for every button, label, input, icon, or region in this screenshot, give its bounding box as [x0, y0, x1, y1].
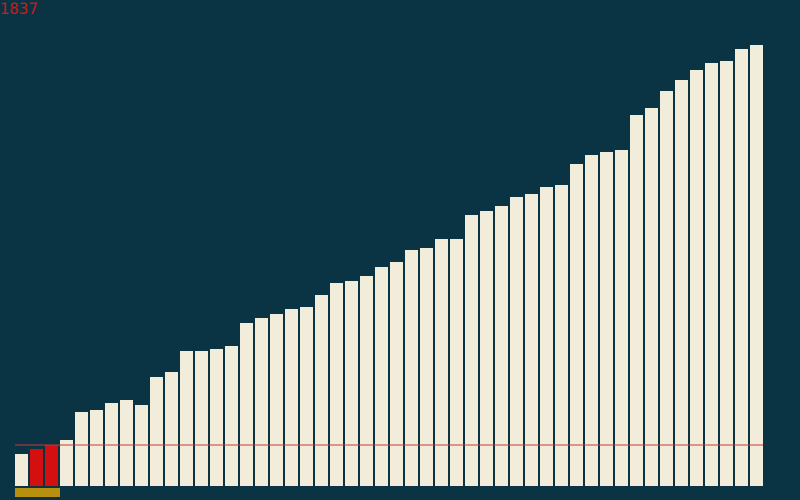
bar	[750, 45, 763, 486]
bar	[150, 377, 163, 486]
range-marker	[15, 488, 60, 497]
bar	[225, 346, 238, 486]
bar	[240, 323, 253, 486]
bar	[345, 281, 358, 486]
bar	[570, 164, 583, 486]
bar	[255, 318, 268, 486]
bar	[540, 187, 553, 486]
bar	[300, 307, 313, 486]
bar	[630, 115, 643, 486]
bar	[285, 309, 298, 486]
bar	[510, 197, 523, 486]
bar	[360, 276, 373, 486]
bar	[675, 80, 688, 486]
bar	[480, 211, 493, 486]
bar	[465, 215, 478, 486]
bar	[450, 239, 463, 486]
bar	[120, 400, 133, 486]
bar	[720, 61, 733, 486]
bar	[180, 351, 193, 486]
bar	[600, 152, 613, 486]
bar	[645, 108, 658, 486]
bar	[705, 63, 718, 486]
bar	[60, 440, 73, 486]
bar	[330, 283, 343, 486]
bar	[375, 267, 388, 486]
bar	[15, 454, 28, 486]
bar	[435, 239, 448, 486]
bar	[690, 70, 703, 486]
bar	[390, 262, 403, 486]
bar	[555, 185, 568, 486]
bar	[585, 155, 598, 486]
bar	[525, 194, 538, 486]
bar	[75, 412, 88, 486]
step-counter: 1837	[0, 0, 39, 18]
bar	[90, 410, 103, 486]
bar-highlighted	[30, 449, 43, 486]
bar	[195, 351, 208, 486]
bar	[405, 250, 418, 486]
bar	[210, 349, 223, 486]
bar-highlighted	[45, 445, 58, 486]
bar	[165, 372, 178, 486]
bar	[735, 49, 748, 486]
bars-group	[15, 45, 763, 486]
bar	[315, 295, 328, 486]
bar	[420, 248, 433, 486]
bar	[660, 91, 673, 486]
bar	[270, 314, 283, 486]
bar	[495, 206, 508, 486]
bar	[615, 150, 628, 486]
